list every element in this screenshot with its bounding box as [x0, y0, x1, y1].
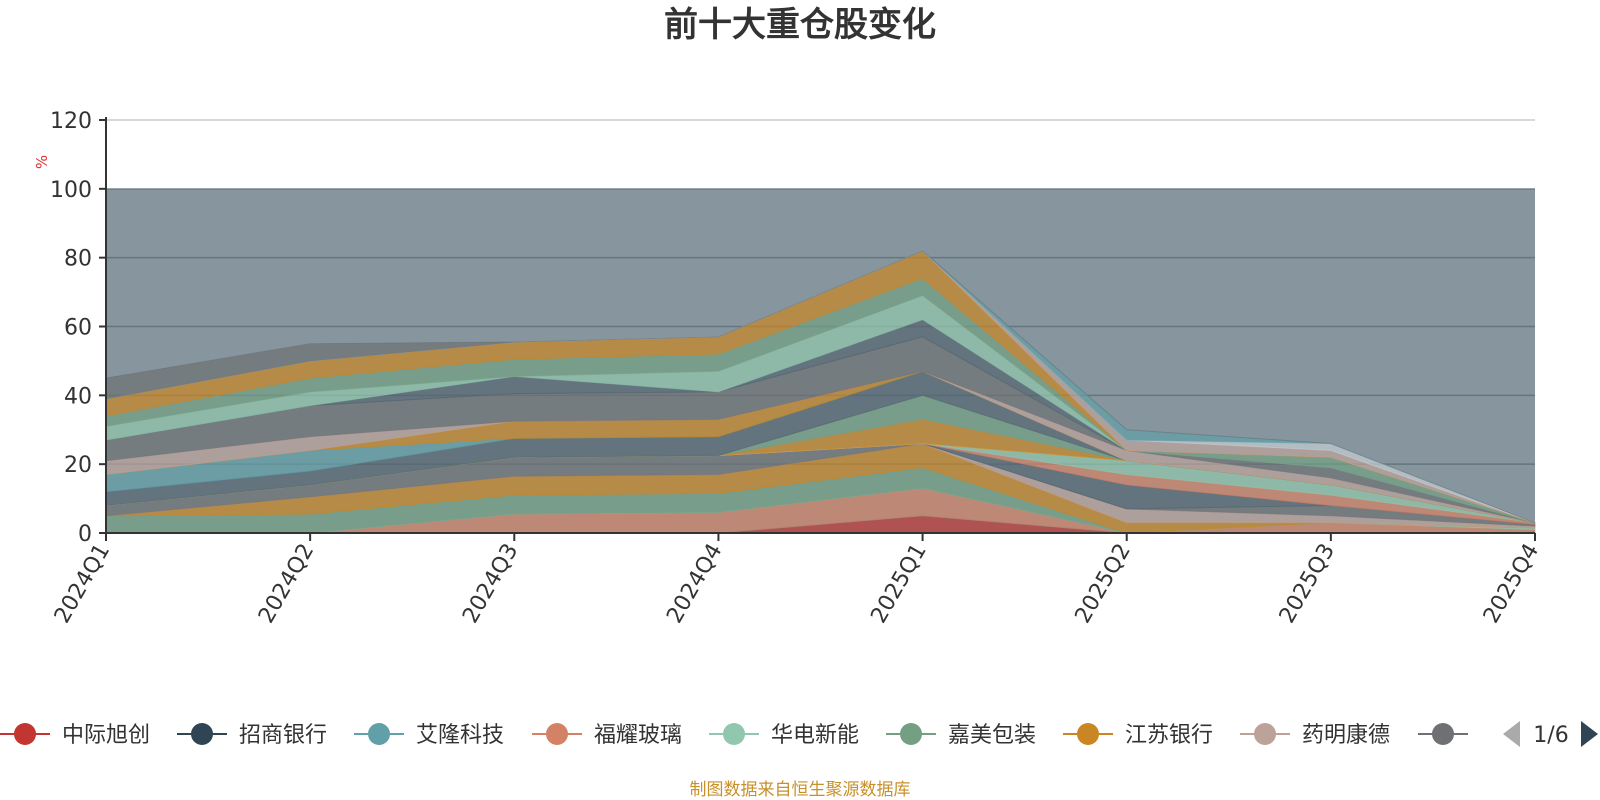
legend-marker	[546, 723, 568, 745]
legend-marker	[368, 723, 390, 745]
x-tick-label: 2025Q3	[1275, 540, 1340, 628]
legend-marker	[900, 723, 922, 745]
y-tick-label: 120	[50, 109, 92, 134]
x-tick-label: 2025Q1	[866, 540, 931, 628]
y-tick-label: 100	[50, 178, 92, 203]
legend-next-arrow-icon[interactable]	[1581, 721, 1598, 747]
x-tick-label: 2024Q1	[50, 540, 115, 628]
chart-title: 前十大重仓股变化	[664, 5, 936, 45]
legend-prev-arrow-icon[interactable]	[1503, 721, 1520, 747]
x-tick-label: 2024Q2	[254, 540, 319, 628]
x-tick-label: 2024Q3	[458, 540, 523, 628]
legend-clip	[1484, 705, 1600, 765]
y-tick-label: 20	[64, 453, 92, 478]
x-tick-label: 2025Q4	[1479, 540, 1544, 628]
legend-marker	[723, 723, 745, 745]
y-tick-label: 60	[64, 316, 92, 341]
legend-label: 华电新能	[771, 723, 859, 748]
plot-area: 0 20 40 60 80 100 120 2024Q1 2024Q2 2024Q3 2024Q4 2…	[50, 109, 1544, 628]
legend-label: 中际旭创	[62, 723, 150, 748]
legend-page-indicator: 1/6	[1533, 723, 1568, 748]
legend-label: 江苏银行	[1125, 723, 1213, 748]
y-tick-label: 0	[78, 522, 92, 547]
source-note: 制图数据来自恒生聚源数据库	[690, 780, 911, 800]
legend-label: 福耀玻璃	[594, 723, 682, 748]
legend-label: 药明康德	[1302, 723, 1390, 748]
legend: 中际旭创 招商银行 艾隆科技 福耀玻璃 华电新能 嘉美包装 江苏银行 药明康德 1/6	[0, 705, 1600, 765]
y-tick-label: 40	[64, 384, 92, 409]
legend-marker	[191, 723, 213, 745]
y-tick-label: 80	[64, 247, 92, 272]
x-tick-label: 2025Q2	[1071, 540, 1136, 628]
legend-marker	[1254, 723, 1276, 745]
legend-label: 嘉美包装	[948, 723, 1036, 748]
legend-label: 艾隆科技	[416, 723, 504, 748]
legend-marker	[14, 723, 36, 745]
legend-marker	[1077, 723, 1099, 745]
area-series-27	[105, 250, 1536, 524]
legend-marker	[1432, 723, 1454, 745]
legend-label: 招商银行	[239, 723, 327, 748]
x-tick-label: 2024Q4	[662, 540, 727, 628]
y-axis-unit-label: %	[33, 155, 51, 169]
